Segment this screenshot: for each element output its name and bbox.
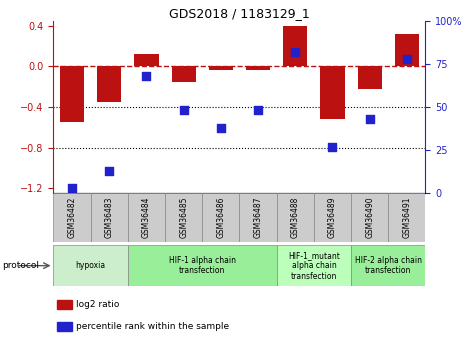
Bar [97, 66, 121, 102]
Bar [277, 193, 314, 242]
Text: GSM36487: GSM36487 [253, 197, 263, 238]
Text: hypoxia: hypoxia [76, 261, 106, 270]
Text: HIF-1_mutant
alpha chain
transfection: HIF-1_mutant alpha chain transfection [288, 251, 340, 280]
Point [180, 108, 187, 113]
Bar [388, 193, 425, 242]
Bar [277, 245, 351, 286]
Text: GSM36491: GSM36491 [402, 197, 412, 238]
Text: percentile rank within the sample: percentile rank within the sample [76, 322, 229, 332]
Text: GSM36490: GSM36490 [365, 197, 374, 238]
Bar [172, 66, 196, 81]
Bar [53, 193, 91, 242]
Bar [314, 193, 351, 242]
Title: GDS2018 / 1183129_1: GDS2018 / 1183129_1 [169, 7, 310, 20]
Text: HIF-2 alpha chain
transfection: HIF-2 alpha chain transfection [355, 256, 422, 275]
Bar [91, 193, 128, 242]
Bar [246, 66, 270, 70]
Bar [351, 245, 425, 286]
Bar [53, 245, 128, 286]
Bar [128, 193, 165, 242]
Point [106, 168, 113, 174]
Bar [395, 34, 419, 66]
Text: GSM36483: GSM36483 [105, 197, 114, 238]
Bar [165, 193, 202, 242]
Point [254, 108, 262, 113]
Text: GSM36484: GSM36484 [142, 197, 151, 238]
Text: log2 ratio: log2 ratio [76, 300, 119, 309]
Point [143, 73, 150, 79]
Point [217, 125, 225, 130]
Bar [60, 66, 84, 122]
Point [68, 185, 76, 191]
Bar [57, 322, 72, 331]
Text: HIF-1 alpha chain
transfection: HIF-1 alpha chain transfection [169, 256, 236, 275]
Bar [358, 66, 382, 89]
Bar [351, 193, 388, 242]
Text: GSM36486: GSM36486 [216, 197, 226, 238]
Point [292, 49, 299, 55]
Point [329, 144, 336, 149]
Text: protocol: protocol [2, 261, 40, 270]
Bar [283, 26, 307, 66]
Bar [128, 245, 277, 286]
Bar [209, 66, 233, 70]
Bar [320, 66, 345, 119]
Bar [57, 300, 72, 309]
Text: GSM36482: GSM36482 [67, 197, 77, 238]
Point [366, 116, 373, 122]
Bar [202, 193, 239, 242]
Text: GSM36488: GSM36488 [291, 197, 300, 238]
Text: GSM36485: GSM36485 [179, 197, 188, 238]
Text: GSM36489: GSM36489 [328, 197, 337, 238]
Bar [239, 193, 277, 242]
Point [403, 56, 411, 61]
Bar [134, 54, 159, 66]
